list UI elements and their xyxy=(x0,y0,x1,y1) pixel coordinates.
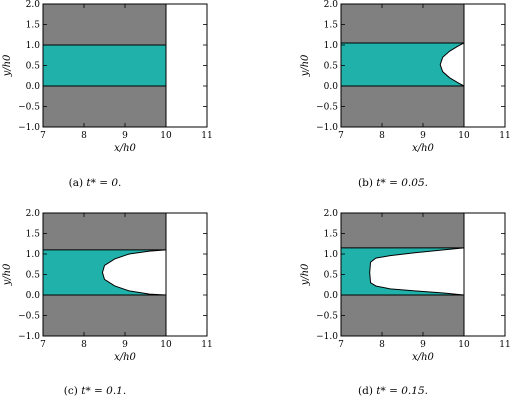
caption-b: (b) t* = 0.05. xyxy=(358,177,428,189)
fluid-front-c xyxy=(101,249,167,296)
y-tick-label-b: 1.0 xyxy=(324,41,339,51)
x-tick-label-a: 9 xyxy=(122,131,128,141)
x-tick-label-d: 11 xyxy=(499,340,510,350)
caption-time-a: t* = 0. xyxy=(86,177,121,189)
fluid-region-b xyxy=(341,42,464,86)
x-tick-label-a: 8 xyxy=(81,131,87,141)
y-axis-label-d: y/h0 xyxy=(300,263,311,286)
caption-label-b: (b) xyxy=(358,177,376,189)
caption-label-c: (c) xyxy=(64,385,81,397)
x-tick-label-a: 7 xyxy=(40,131,46,141)
y-tick-label-b: −1.0 xyxy=(316,123,338,133)
caption-time-d: t* = 0.15. xyxy=(376,385,428,397)
y-tick-label-a: 2.0 xyxy=(26,0,41,10)
y-axis-label-b: y/h0 xyxy=(300,54,311,77)
caption-time-c: t* = 0.1. xyxy=(81,385,126,397)
caption-c: (c) t* = 0.1. xyxy=(64,385,126,397)
y-tick-label-c: −0.5 xyxy=(18,312,40,322)
x-axis-label-c: x/h0 xyxy=(114,352,136,363)
caption-d: (d) t* = 0.15. xyxy=(358,385,428,397)
fluid-region-a xyxy=(43,45,166,86)
y-tick-label-a: 0.5 xyxy=(26,62,41,72)
y-axis-label-c: y/h0 xyxy=(2,263,13,286)
x-tick-label-c: 10 xyxy=(160,340,172,350)
y-tick-label-b: 0.0 xyxy=(324,82,339,92)
y-tick-label-d: 2.0 xyxy=(324,209,339,219)
y-tick-label-c: 2.0 xyxy=(26,209,41,219)
caption-label-d: (d) xyxy=(358,385,376,397)
y-tick-label-d: 1.5 xyxy=(324,230,339,240)
x-tick-label-d: 9 xyxy=(420,340,426,350)
y-tick-label-a: 1.0 xyxy=(26,41,41,51)
x-tick-label-d: 10 xyxy=(458,340,470,350)
fluid-region-c xyxy=(43,249,166,295)
fluid-front-b xyxy=(439,42,465,87)
y-tick-label-d: −0.5 xyxy=(316,312,338,322)
x-tick-label-c: 11 xyxy=(201,340,212,350)
y-tick-label-d: −1.0 xyxy=(316,332,338,342)
panel-a: 7 8 9 10 11 −1.0 −0.5 0.0 0.5 1.0 1.5 2.0 x/h0 y/h0 (a… xyxy=(2,0,213,189)
y-tick-label-c: 0.5 xyxy=(26,271,41,281)
x-tick-label-c: 7 xyxy=(40,340,46,350)
caption-label-a: (a) xyxy=(69,177,87,189)
y-tick-label-b: 0.5 xyxy=(324,62,339,72)
y-axis-label-a: y/h0 xyxy=(2,54,13,77)
open-region-d xyxy=(464,213,505,336)
fluid-front-d xyxy=(369,247,465,296)
y-tick-label-d: 0.0 xyxy=(324,291,339,301)
y-tick-label-c: −1.0 xyxy=(18,332,40,342)
y-tick-label-b: 1.5 xyxy=(324,21,339,31)
x-tick-label-b: 7 xyxy=(338,131,344,141)
y-tick-label-d: 0.5 xyxy=(324,271,339,281)
y-tick-label-c: 1.0 xyxy=(26,250,41,260)
x-tick-label-c: 9 xyxy=(122,340,128,350)
y-tick-label-d: 1.0 xyxy=(324,250,339,260)
x-tick-label-d: 7 xyxy=(338,340,344,350)
x-axis-label-d: x/h0 xyxy=(412,352,434,363)
x-axis-label-b: x/h0 xyxy=(412,143,434,154)
y-tick-label-a: −1.0 xyxy=(18,123,40,133)
y-tick-label-b: −0.5 xyxy=(316,103,338,113)
x-axis-label-a: x/h0 xyxy=(114,143,136,154)
open-region-a xyxy=(166,4,207,127)
y-tick-label-c: 1.5 xyxy=(26,230,41,240)
panel-c: 7 8 9 10 11 −1.0 −0.5 0.0 0.5 1.0 1.5 2.0 x/h0 y/h0 (c… xyxy=(2,209,213,397)
panel-b: 7 8 9 10 11 −1.0 −0.5 0.0 0.5 1.0 1.5 2.0 x/h0 y/h0 (b… xyxy=(300,0,511,189)
x-tick-label-c: 8 xyxy=(81,340,87,350)
caption-time-b: t* = 0.05. xyxy=(376,177,428,189)
x-tick-label-b: 9 xyxy=(420,131,426,141)
x-tick-label-b: 8 xyxy=(379,131,385,141)
fluid-region-d xyxy=(341,247,464,295)
open-region-c xyxy=(166,213,207,336)
y-tick-label-a: 0.0 xyxy=(26,82,41,92)
x-tick-label-a: 11 xyxy=(201,131,212,141)
caption-a: (a) t* = 0. xyxy=(69,177,122,189)
open-region-b xyxy=(464,4,505,127)
x-tick-label-b: 11 xyxy=(499,131,510,141)
y-tick-label-a: 1.5 xyxy=(26,21,41,31)
x-tick-label-a: 10 xyxy=(160,131,172,141)
y-tick-label-a: −0.5 xyxy=(18,103,40,113)
x-tick-label-b: 10 xyxy=(458,131,470,141)
x-tick-label-d: 8 xyxy=(379,340,385,350)
y-tick-label-c: 0.0 xyxy=(26,291,41,301)
panel-d: 7 8 9 10 11 −1.0 −0.5 0.0 0.5 1.0 1.5 2.0 x/h0 y/h0 (d… xyxy=(300,209,511,397)
y-tick-label-b: 2.0 xyxy=(324,0,339,10)
